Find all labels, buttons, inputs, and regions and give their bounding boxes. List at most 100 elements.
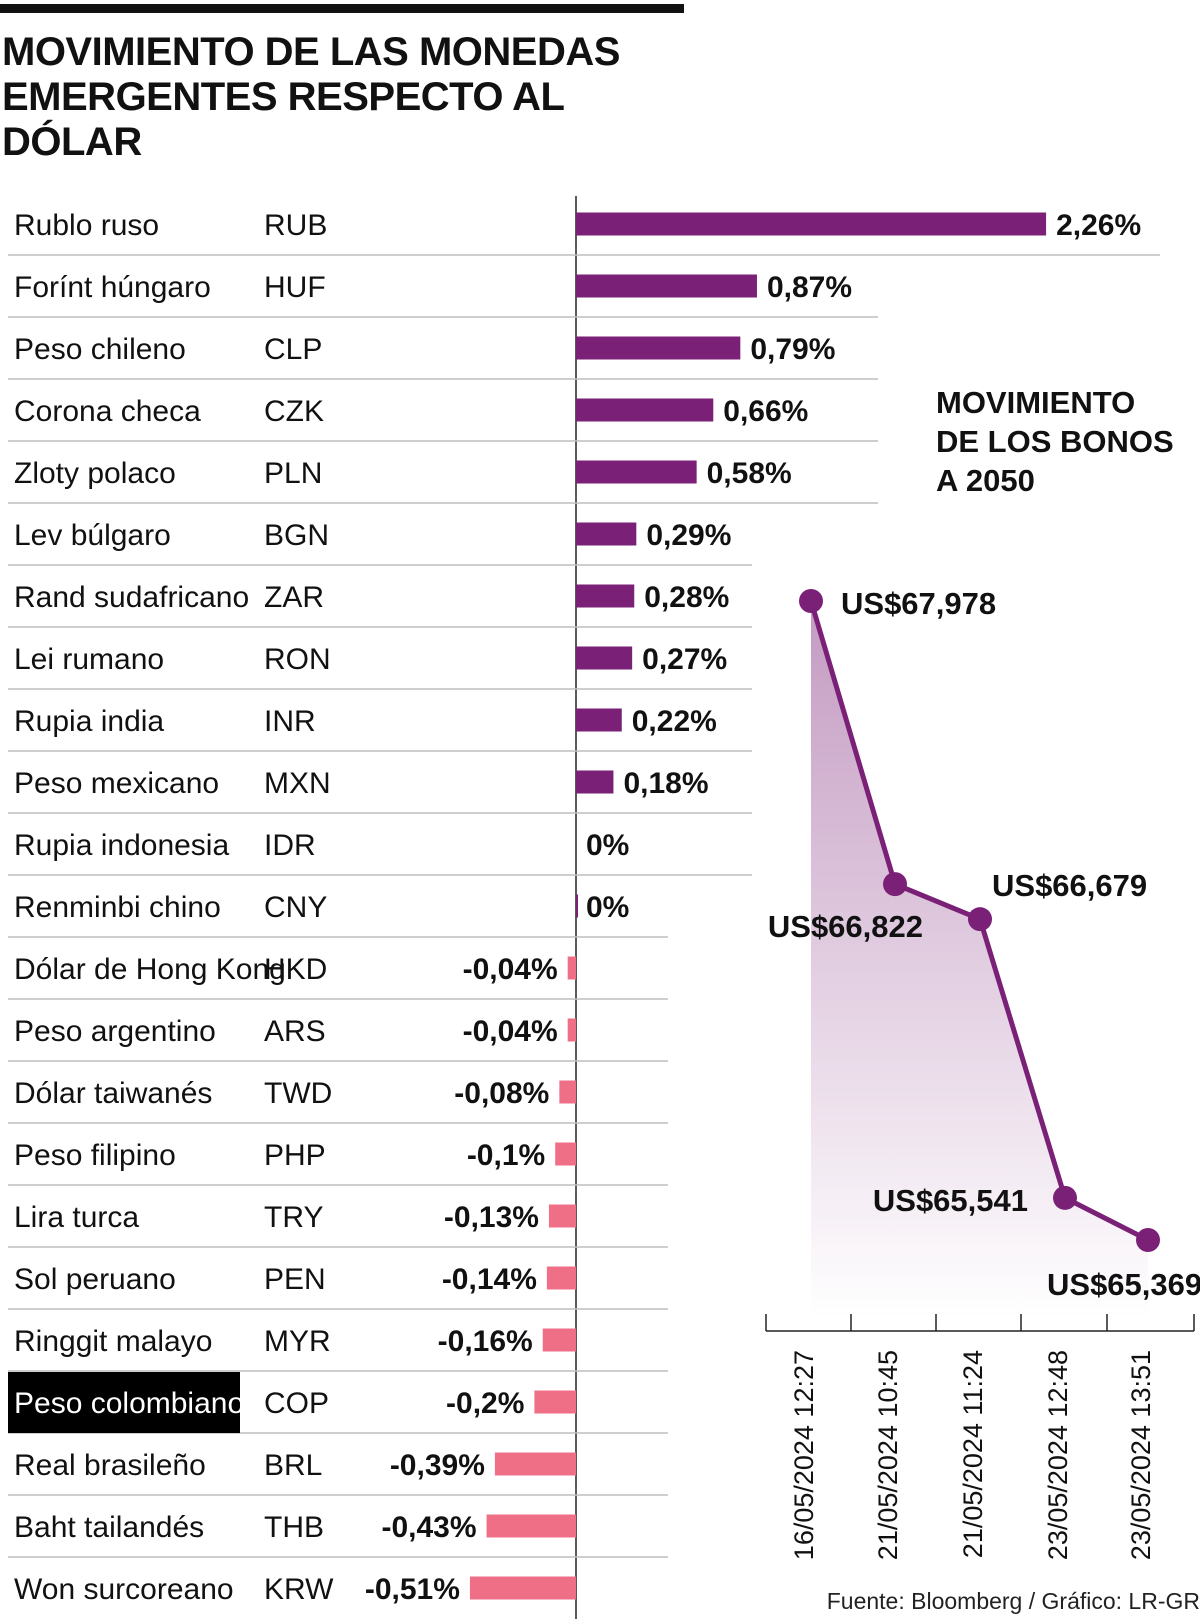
point-label: US$65,369 xyxy=(1047,1267,1200,1302)
bar xyxy=(576,770,614,794)
currency-name: Peso chileno xyxy=(14,333,186,366)
bar xyxy=(576,646,633,670)
bar xyxy=(567,1018,576,1042)
currency-code: CZK xyxy=(264,395,324,428)
bar xyxy=(576,584,635,608)
value-label: 0,87% xyxy=(767,271,852,304)
value-label: -0,39% xyxy=(390,1449,485,1482)
currency-code: INR xyxy=(264,705,316,738)
bar xyxy=(555,1142,576,1166)
currency-code: CLP xyxy=(264,333,322,366)
currency-code: BGN xyxy=(264,519,329,552)
value-label: 0,22% xyxy=(632,705,717,738)
currency-name: Rupia india xyxy=(14,705,164,738)
currency-code: RON xyxy=(264,643,331,676)
currency-code: COP xyxy=(264,1387,329,1420)
value-label: -0,04% xyxy=(463,953,558,986)
point-label: US$65,541 xyxy=(873,1183,1028,1218)
currency-code: THB xyxy=(264,1511,324,1544)
bar xyxy=(576,212,1047,236)
currency-name: Peso argentino xyxy=(14,1015,216,1048)
currency-code: ARS xyxy=(264,1015,326,1048)
value-label: -0,04% xyxy=(463,1015,558,1048)
currency-name: Peso mexicano xyxy=(14,767,219,800)
value-label: 0,58% xyxy=(707,457,792,490)
value-label: 0% xyxy=(586,829,629,862)
value-label: -0,13% xyxy=(444,1201,539,1234)
currency-code: CNY xyxy=(264,891,327,924)
currency-name: Rublo ruso xyxy=(14,209,159,242)
currency-name: Sol peruano xyxy=(14,1263,176,1296)
currency-code: ZAR xyxy=(264,581,324,614)
currency-name: Dólar taiwanés xyxy=(14,1077,212,1110)
value-label: 0,27% xyxy=(642,643,727,676)
currency-code: TWD xyxy=(264,1077,332,1110)
bar xyxy=(576,522,637,546)
currency-code: PLN xyxy=(264,457,322,490)
currency-code: HUF xyxy=(264,271,326,304)
area-fill xyxy=(811,601,1148,1318)
point-label: US$66,822 xyxy=(768,909,923,944)
point-label: US$67,978 xyxy=(841,586,996,621)
bar xyxy=(494,1452,576,1476)
data-point xyxy=(1053,1185,1077,1210)
source-note: Fuente: Bloomberg / Gráfico: LR-GR xyxy=(826,1588,1200,1614)
value-label: 2,26% xyxy=(1056,209,1141,242)
currency-name: Dólar de Hong Kong xyxy=(14,953,286,986)
top-rule xyxy=(0,4,684,13)
currency-name: Rupia indonesia xyxy=(14,829,229,862)
value-label: -0,16% xyxy=(438,1325,533,1358)
currency-code: KRW xyxy=(264,1573,334,1606)
currency-code: RUB xyxy=(264,209,327,242)
currency-name: Forínt húngaro xyxy=(14,271,211,304)
currency-code: HKD xyxy=(264,953,327,986)
value-label: 0,66% xyxy=(723,395,808,428)
bar xyxy=(567,956,576,980)
bar xyxy=(534,1390,576,1414)
currency-code: IDR xyxy=(264,829,316,862)
bonds-title-line: MOVIMIENTO xyxy=(936,385,1135,420)
value-label: -0,43% xyxy=(381,1511,476,1544)
bar xyxy=(469,1576,576,1600)
value-label: 0,18% xyxy=(623,767,708,800)
currency-name: Peso colombiano xyxy=(14,1387,244,1420)
bar xyxy=(542,1328,576,1352)
value-label: -0,51% xyxy=(365,1573,460,1606)
bar xyxy=(576,708,622,732)
value-label: -0,1% xyxy=(467,1139,545,1172)
currency-code: MXN xyxy=(264,767,331,800)
value-label: -0,14% xyxy=(442,1263,537,1296)
bonds-title-line: DE LOS BONOS xyxy=(936,424,1174,459)
point-label: US$66,679 xyxy=(992,868,1147,903)
value-label: 0,28% xyxy=(644,581,729,614)
tick-label: 21/05/2024 11:24 xyxy=(958,1350,988,1558)
tick-label: 23/05/2024 13:51 xyxy=(1126,1350,1156,1560)
value-label: 0% xyxy=(586,891,629,924)
currency-name: Lira turca xyxy=(14,1201,139,1234)
bar xyxy=(576,274,757,298)
tick-label: 16/05/2024 12:27 xyxy=(789,1350,819,1560)
data-point xyxy=(968,907,992,932)
bar xyxy=(576,894,578,918)
title-line-1: MOVIMIENTO DE LAS MONEDAS xyxy=(2,30,620,74)
currency-name: Rand sudafricano xyxy=(14,581,249,614)
currency-code: BRL xyxy=(264,1449,322,1482)
currency-code: PEN xyxy=(264,1263,326,1296)
bar xyxy=(548,1204,576,1228)
bar xyxy=(559,1080,576,1104)
currency-name: Ringgit malayo xyxy=(14,1325,212,1358)
title-line-2: EMERGENTES RESPECTO AL DÓLAR xyxy=(2,75,564,164)
page-title: MOVIMIENTO DE LAS MONEDAS EMERGENTES RES… xyxy=(2,30,702,165)
currency-name: Renminbi chino xyxy=(14,891,221,924)
currency-name: Lev búlgaro xyxy=(14,519,171,552)
bar xyxy=(576,398,714,422)
value-label: -0,08% xyxy=(454,1077,549,1110)
currency-code: PHP xyxy=(264,1139,326,1172)
bar xyxy=(576,336,741,360)
bonds-title-line: A 2050 xyxy=(936,463,1035,498)
currency-name: Corona checa xyxy=(14,395,201,428)
value-label: 0,29% xyxy=(646,519,731,552)
data-point xyxy=(1136,1228,1160,1252)
currency-name: Peso filipino xyxy=(14,1139,176,1172)
